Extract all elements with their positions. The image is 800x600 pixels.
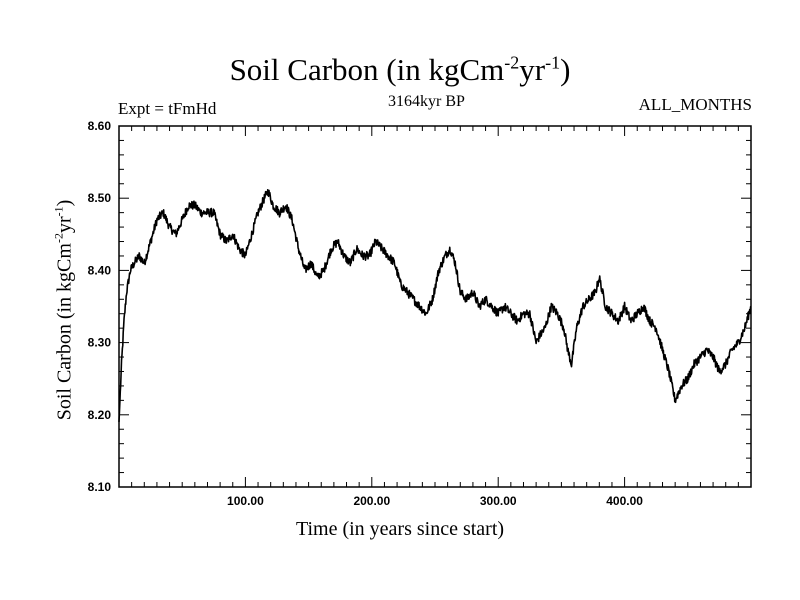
series-line [118,189,752,423]
months-label: ALL_MONTHS [638,95,752,114]
x-tick-label: 300.00 [480,494,517,508]
y-tick-label: 8.10 [88,480,112,494]
y-tick-label: 8.40 [88,263,112,277]
y-tick-label: 8.50 [88,191,112,205]
x-tick-label: 400.00 [606,494,643,508]
y-tick-label: 8.20 [88,408,112,422]
plot-frame [118,125,752,488]
x-tick-label: 200.00 [353,494,390,508]
period-label: 3164kyr BP [388,93,465,110]
series-layer [118,189,752,423]
y-tick-label: 8.60 [88,119,112,133]
y-tick-label: 8.30 [88,336,112,350]
y-axis-label: Soil Carbon (in kgCm-2yr-1) [51,199,76,421]
x-tick-label: 100.00 [227,494,264,508]
x-axis-label: Time (in years since start) [295,518,505,540]
axis-ticks: 100.00 200.00 300.00 400.00 8.10 8.20 8.30 8.40… [88,119,751,508]
experiment-label: Expt = tFmHd [118,99,217,118]
chart-title: Soil Carbon (in kgCm-2yr-1) [229,52,571,87]
